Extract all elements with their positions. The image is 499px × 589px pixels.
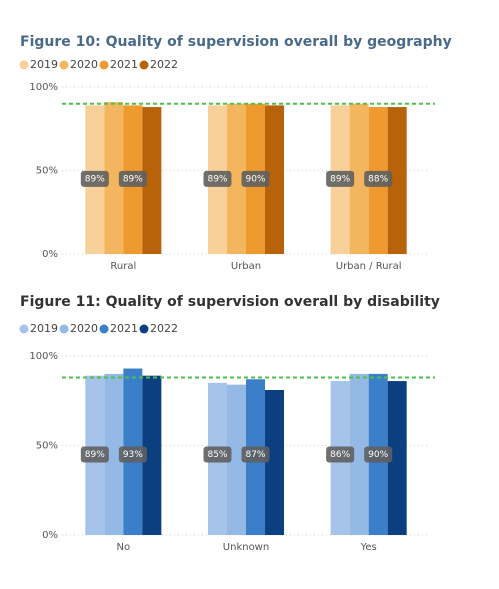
value-label: 86% [330, 450, 350, 460]
value-label: 89% [330, 174, 350, 184]
y-tick-label: 100% [29, 82, 58, 93]
legend-label: 2021 [110, 322, 138, 335]
y-tick-label: 0% [42, 530, 58, 541]
legend-swatch [59, 60, 69, 70]
value-label-bg [203, 446, 232, 463]
x-tick-label: Urban [231, 261, 261, 272]
legend-swatch [139, 324, 149, 334]
bar [142, 107, 162, 254]
value-label: 90% [245, 174, 265, 184]
x-tick-label: Yes [360, 542, 377, 553]
chart-title: Figure 11: Quality of supervision overal… [20, 294, 440, 310]
value-label-bg [364, 170, 393, 187]
x-tick-label: Unknown [223, 542, 269, 553]
y-tick-label: 0% [42, 249, 58, 260]
y-tick-label: 50% [36, 441, 58, 452]
legend-label: 2019 [30, 322, 58, 335]
y-tick-label: 50% [36, 166, 58, 177]
value-label-bg [364, 446, 393, 463]
x-tick-label: No [117, 542, 131, 553]
legend-swatch [99, 60, 109, 70]
value-label: 90% [368, 450, 388, 460]
legend-label: 2022 [150, 322, 178, 335]
value-label: 89% [207, 174, 227, 184]
bar [226, 103, 246, 254]
value-label: 89% [123, 174, 143, 184]
legend-swatch [59, 324, 69, 334]
value-label-bg [326, 170, 355, 187]
value-label-bg [118, 446, 147, 463]
legend-label: 2019 [30, 58, 58, 71]
value-label: 87% [245, 450, 265, 460]
bar [265, 390, 285, 535]
value-label-bg [241, 170, 270, 187]
legend-label: 2022 [150, 58, 178, 71]
bar [104, 373, 124, 535]
bar [142, 375, 162, 535]
value-label-bg [80, 170, 109, 187]
value-label-bg [118, 170, 147, 187]
value-label: 89% [85, 174, 105, 184]
value-label-bg [80, 446, 109, 463]
legend-swatch [139, 60, 149, 70]
legend-swatch [19, 60, 29, 70]
y-tick-label: 100% [29, 351, 58, 362]
value-label: 85% [207, 450, 227, 460]
value-label: 89% [85, 450, 105, 460]
x-tick-label: Urban / Rural [336, 261, 402, 272]
bar [226, 384, 246, 535]
bar [387, 381, 407, 535]
bar [265, 105, 285, 255]
legend-label: 2020 [70, 322, 98, 335]
legend-swatch [99, 324, 109, 334]
legend-swatch [19, 324, 29, 334]
value-label: 93% [123, 450, 143, 460]
bar [104, 102, 124, 254]
bar [387, 107, 407, 254]
bar [349, 373, 369, 535]
legend-label: 2021 [110, 58, 138, 71]
value-label-bg [241, 446, 270, 463]
value-label: 88% [368, 174, 388, 184]
value-label-bg [203, 170, 232, 187]
bar [349, 103, 369, 254]
legend-label: 2020 [70, 58, 98, 71]
chart-title: Figure 10: Quality of supervision overal… [20, 34, 452, 50]
value-label-bg [326, 446, 355, 463]
x-tick-label: Rural [110, 261, 136, 272]
